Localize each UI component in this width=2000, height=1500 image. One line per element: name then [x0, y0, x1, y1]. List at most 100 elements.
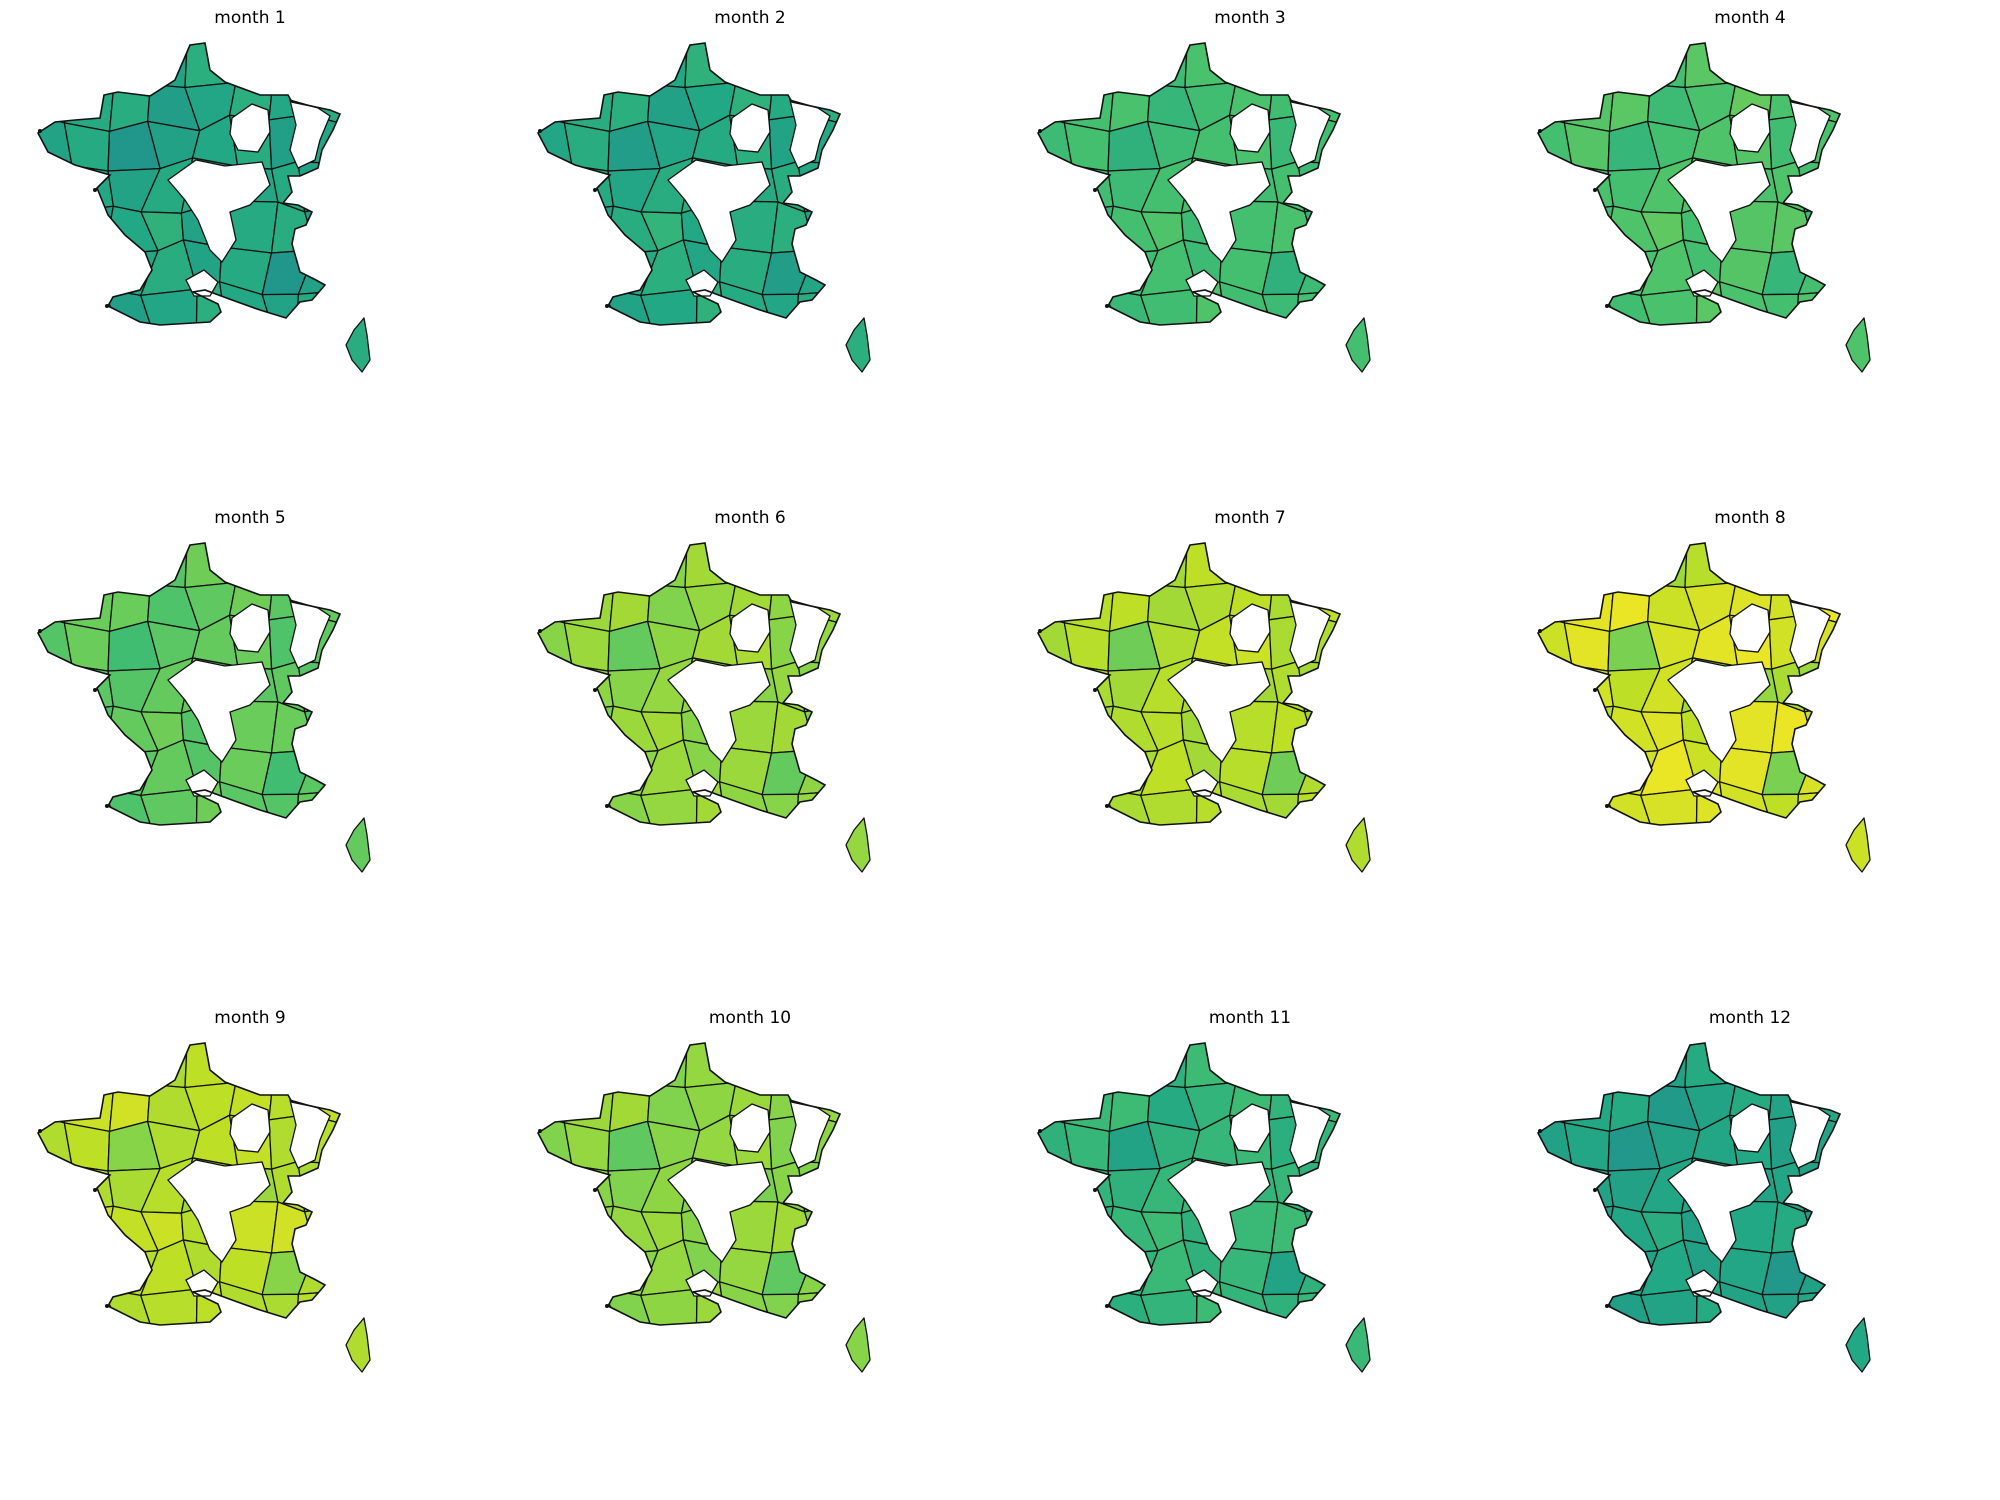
department-region	[1602, 543, 1654, 586]
corsica-region	[1845, 317, 1871, 373]
department-region	[1538, 571, 1580, 624]
no-data-region	[1289, 99, 1331, 169]
department-region	[1065, 1205, 1115, 1256]
department-region	[1063, 571, 1115, 633]
no-data-region	[1685, 1269, 1719, 1297]
no-data-region	[667, 1159, 771, 1264]
department-region	[1538, 43, 1584, 89]
department-region	[269, 1043, 307, 1087]
country-outline	[536, 42, 842, 326]
department-region	[795, 1290, 840, 1325]
department-region	[71, 165, 115, 211]
department-region	[297, 1160, 340, 1213]
department-region	[38, 543, 84, 589]
island-marker	[1093, 688, 1097, 692]
island-marker	[1093, 1188, 1097, 1192]
island-marker	[593, 188, 597, 192]
department-region	[538, 571, 580, 624]
panel-title: month 5	[214, 508, 286, 528]
department-region	[769, 1043, 807, 1087]
department-region	[1795, 290, 1840, 325]
island-marker	[1038, 629, 1042, 633]
department-region	[298, 1043, 340, 1091]
department-region	[602, 1043, 654, 1086]
map-panel-month-12: month 12	[1500, 1000, 2000, 1500]
no-data-region	[1167, 159, 1271, 264]
panel-title: month 10	[708, 1008, 792, 1028]
no-data-region	[1289, 1099, 1331, 1169]
department-region	[1563, 71, 1615, 133]
island-marker	[38, 129, 42, 133]
island-marker	[1038, 129, 1042, 133]
island-marker	[38, 629, 42, 633]
island-marker	[605, 304, 609, 308]
country-outline	[536, 542, 842, 826]
department-region	[565, 705, 615, 756]
department-region	[640, 788, 698, 825]
department-region	[538, 543, 584, 589]
no-data-region	[289, 599, 331, 669]
island-marker	[1605, 304, 1609, 308]
department-region	[1684, 1043, 1737, 1089]
island-marker	[605, 804, 609, 808]
no-data-region	[1667, 1159, 1771, 1264]
choropleth-map	[536, 542, 871, 873]
department-region	[38, 779, 82, 825]
choropleth-map	[1536, 542, 1871, 873]
panel-title: month 7	[1214, 508, 1286, 528]
department-region	[1602, 43, 1654, 86]
island-marker	[538, 629, 542, 633]
department-region	[602, 43, 654, 86]
department-region	[1571, 665, 1615, 711]
department-region	[295, 290, 340, 325]
department-region	[1538, 709, 1582, 751]
island-marker	[93, 1188, 97, 1192]
no-data-region	[729, 1103, 771, 1153]
department-region	[1063, 1071, 1115, 1133]
department-region	[38, 279, 82, 325]
island-marker	[1593, 1188, 1597, 1192]
department-region	[640, 288, 698, 325]
department-region	[571, 1165, 615, 1211]
department-region	[1078, 1043, 1115, 1086]
department-region	[38, 248, 82, 283]
department-region	[1297, 660, 1340, 713]
choropleth-map	[1036, 42, 1371, 373]
department-region	[565, 1248, 605, 1290]
department-region	[65, 248, 105, 290]
choropleth-map	[536, 42, 871, 373]
corsica-region	[1345, 1317, 1371, 1373]
no-data-region	[667, 659, 771, 764]
department-region	[1270, 1201, 1317, 1254]
department-region	[38, 659, 82, 711]
department-region	[1770, 201, 1817, 254]
no-data-region	[1789, 99, 1831, 169]
panel-title: month 9	[214, 1008, 286, 1028]
map-panel-month-10: month 10	[500, 1000, 1000, 1500]
map-panel-month-2: month 2	[500, 0, 1000, 500]
department-region	[227, 543, 274, 584]
corsica-region	[345, 317, 371, 373]
department-region	[538, 279, 582, 325]
country-outline	[36, 1042, 342, 1326]
no-data-region	[667, 159, 771, 264]
department-region	[538, 709, 582, 751]
department-region	[270, 701, 317, 754]
department-region	[1227, 543, 1274, 584]
department-region	[1038, 1159, 1082, 1211]
island-marker	[105, 804, 109, 808]
department-region	[1038, 543, 1084, 589]
department-region	[578, 43, 615, 86]
department-region	[798, 543, 840, 591]
department-region	[563, 71, 615, 133]
no-data-region	[685, 269, 719, 297]
department-region	[770, 201, 817, 254]
department-region	[38, 748, 82, 783]
department-region	[1684, 43, 1737, 89]
corsica-region	[845, 317, 871, 373]
no-data-region	[229, 603, 271, 653]
choropleth-map	[36, 542, 371, 873]
department-region	[538, 659, 582, 711]
department-region	[140, 1288, 198, 1325]
department-region	[1769, 543, 1807, 587]
